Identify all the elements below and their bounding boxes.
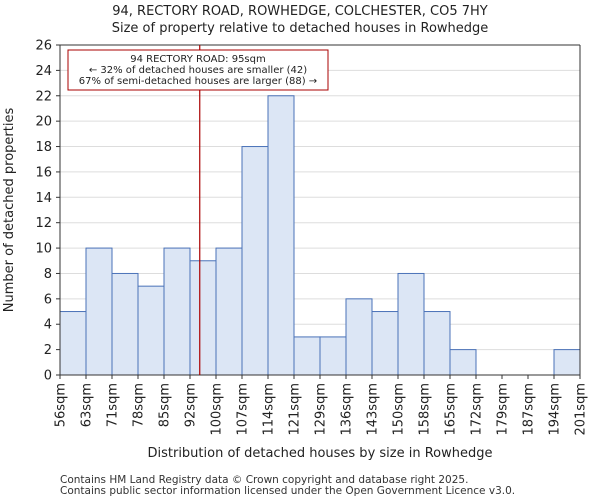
y-tick-label: 12 bbox=[35, 216, 52, 231]
annotation-line-2: ← 32% of detached houses are smaller (42… bbox=[89, 65, 307, 76]
x-tick-label: 71sqm bbox=[106, 383, 121, 427]
histogram-bar bbox=[423, 311, 451, 376]
histogram-bar bbox=[449, 349, 477, 376]
x-tick-label: 107sqm bbox=[236, 383, 251, 436]
x-tick-label: 85sqm bbox=[158, 383, 173, 427]
x-tick-label: 143sqm bbox=[366, 383, 381, 436]
chart-title: 94, RECTORY ROAD, ROWHEDGE, COLCHESTER, … bbox=[112, 4, 488, 19]
annotation-box bbox=[67, 49, 329, 91]
histogram-bar bbox=[59, 311, 87, 376]
x-tick-label: 172sqm bbox=[470, 383, 485, 436]
histogram-bar bbox=[137, 285, 165, 376]
footer-line-2: Contains public sector information licen… bbox=[60, 485, 516, 497]
y-tick-label: 16 bbox=[35, 165, 52, 180]
histogram-bar bbox=[215, 247, 243, 376]
y-tick-label: 0 bbox=[44, 369, 52, 384]
x-tick-label: 194sqm bbox=[548, 383, 563, 436]
histogram-bar bbox=[319, 336, 347, 376]
histogram-bar bbox=[163, 247, 191, 376]
x-tick-label: 92sqm bbox=[184, 383, 199, 427]
x-tick-label: 136sqm bbox=[340, 383, 355, 436]
y-tick-label: 20 bbox=[35, 115, 52, 130]
histogram-bar bbox=[267, 95, 295, 376]
y-tick-label: 4 bbox=[44, 318, 52, 333]
x-tick-label: 63sqm bbox=[80, 383, 95, 427]
y-tick-label: 2 bbox=[44, 343, 52, 358]
x-tick-label: 165sqm bbox=[444, 383, 459, 436]
histogram-bar bbox=[371, 311, 399, 376]
x-tick-label: 158sqm bbox=[418, 383, 433, 436]
y-tick-label: 10 bbox=[35, 242, 52, 257]
x-axis-title: Distribution of detached houses by size … bbox=[147, 446, 492, 461]
histogram-bar bbox=[553, 349, 581, 376]
y-tick-label: 8 bbox=[44, 267, 52, 282]
x-tick-label: 187sqm bbox=[522, 383, 537, 436]
chart-subtitle: Size of property relative to detached ho… bbox=[111, 21, 489, 36]
histogram-bar bbox=[397, 272, 425, 376]
x-tick-label: 129sqm bbox=[314, 383, 329, 436]
histogram-bar bbox=[345, 298, 373, 376]
y-tick-label: 18 bbox=[35, 140, 52, 155]
x-tick-label: 56sqm bbox=[54, 383, 69, 427]
x-tick-label: 100sqm bbox=[210, 383, 225, 436]
x-tick-label: 179sqm bbox=[496, 383, 511, 436]
y-tick-label: 14 bbox=[35, 191, 52, 206]
y-tick-label: 26 bbox=[35, 39, 52, 54]
annotation-line-3: 67% of semi-detached houses are larger (… bbox=[79, 76, 317, 87]
x-tick-label: 114sqm bbox=[262, 383, 277, 436]
x-tick-label: 121sqm bbox=[288, 383, 303, 436]
x-tick-label: 201sqm bbox=[574, 383, 589, 436]
y-tick-label: 24 bbox=[35, 64, 52, 79]
footer-line-1: Contains HM Land Registry data © Crown c… bbox=[60, 474, 469, 486]
histogram-bar bbox=[189, 260, 217, 376]
histogram-bar bbox=[85, 247, 113, 376]
histogram-bar bbox=[111, 272, 139, 376]
x-tick-label: 78sqm bbox=[132, 383, 147, 427]
x-tick-label: 150sqm bbox=[392, 383, 407, 436]
y-tick-label: 22 bbox=[35, 89, 52, 104]
annotation-line-1: 94 RECTORY ROAD: 95sqm bbox=[130, 54, 265, 65]
histogram-bar bbox=[293, 336, 321, 376]
histogram-bar bbox=[241, 146, 269, 376]
y-axis-title: Number of detached properties bbox=[2, 108, 17, 313]
y-tick-label: 6 bbox=[44, 292, 52, 307]
